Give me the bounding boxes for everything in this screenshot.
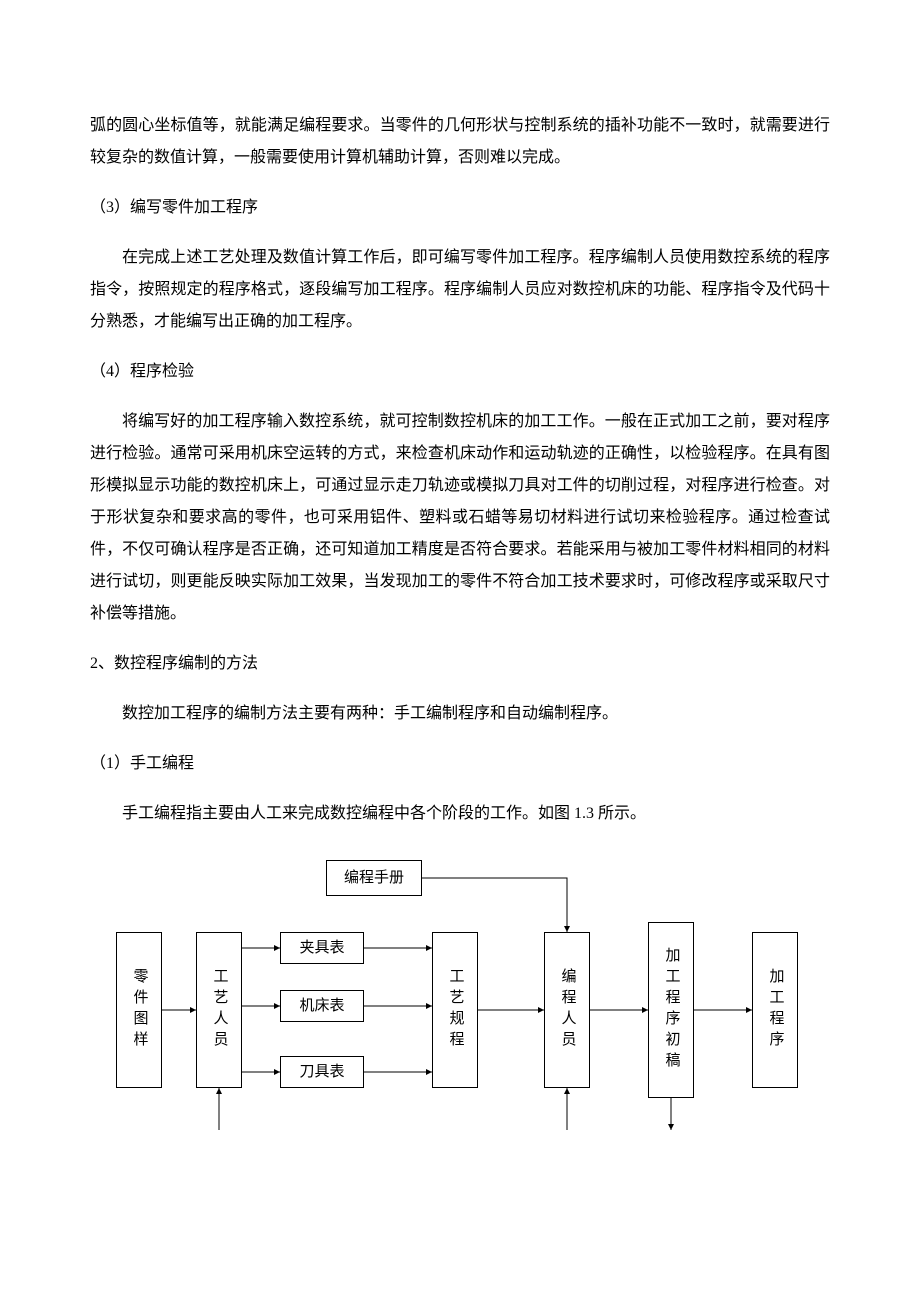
flowchart: 编程手册零件图样 工艺人员 夹具表机床表刀具表 工艺规程 编程人员 加工程序初稿 加工程序 <box>116 860 804 1130</box>
flowchart-node-label: 工艺人员 <box>209 968 230 1052</box>
flowchart-node-label: 加工程序初稿 <box>661 947 682 1073</box>
flowchart-node-manual: 编程手册 <box>326 860 422 896</box>
heading-5: 2、数控程序编制的方法 <box>90 648 830 680</box>
flowchart-node-label: 加工程序 <box>765 968 786 1052</box>
paragraph-5: 手工编程指主要由人工来完成数控编程中各个阶段的工作。如图 1.3 所示。 <box>90 798 830 830</box>
flowchart-node-machine: 机床表 <box>280 990 364 1022</box>
flowchart-node-draft: 加工程序初稿 <box>648 922 694 1098</box>
flowchart-node-label: 编程手册 <box>344 868 404 889</box>
flowchart-node-label: 编程人员 <box>557 968 578 1052</box>
flowchart-node-label: 夹具表 <box>299 938 344 959</box>
flowchart-node-label: 刀具表 <box>299 1062 344 1083</box>
flowchart-node-prog: 编程人员 <box>544 932 590 1088</box>
flowchart-edge <box>422 878 567 932</box>
heading-3: （3）编写零件加工程序 <box>90 192 830 224</box>
paragraph-3: 将编写好的加工程序输入数控系统，就可控制数控机床的加工工作。一般在正式加工之前，… <box>90 406 830 630</box>
flowchart-node-label: 机床表 <box>299 996 344 1017</box>
flowchart-node-craft: 工艺人员 <box>196 932 242 1088</box>
flowchart-node-final: 加工程序 <box>752 932 798 1088</box>
paragraph-1: 弧的圆心坐标值等，就能满足编程要求。当零件的几何形状与控制系统的插补功能不一致时… <box>90 110 830 174</box>
flowchart-node-part: 零件图样 <box>116 932 162 1088</box>
paragraph-4: 数控加工程序的编制方法主要有两种：手工编制程序和自动编制程序。 <box>90 698 830 730</box>
flowchart-node-spec: 工艺规程 <box>432 932 478 1088</box>
flowchart-node-fixture: 夹具表 <box>280 932 364 964</box>
paragraph-2: 在完成上述工艺处理及数值计算工作后，即可编写零件加工程序。程序编制人员使用数控系… <box>90 242 830 338</box>
heading-6: （1）手工编程 <box>90 748 830 780</box>
flowchart-node-label: 零件图样 <box>129 968 150 1052</box>
heading-4: （4）程序检验 <box>90 356 830 388</box>
flowchart-node-tool: 刀具表 <box>280 1056 364 1088</box>
flowchart-container: 编程手册零件图样 工艺人员 夹具表机床表刀具表 工艺规程 编程人员 加工程序初稿 加工程序 <box>90 860 830 1130</box>
flowchart-node-label: 工艺规程 <box>445 968 466 1052</box>
document-page: 弧的圆心坐标值等，就能满足编程要求。当零件的几何形状与控制系统的插补功能不一致时… <box>0 0 920 1170</box>
